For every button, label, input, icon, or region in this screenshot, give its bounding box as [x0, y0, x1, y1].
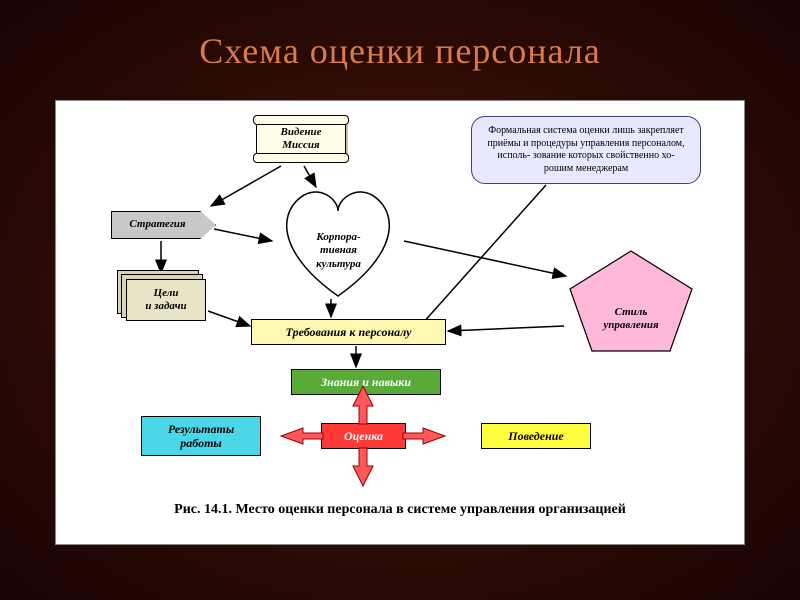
culture-label: Корпора- тивная культура	[316, 211, 361, 271]
style-label: Стиль управления	[603, 271, 658, 332]
node-vision: Видение Миссия	[256, 119, 346, 159]
info-label: Формальная система оценки лишь закрепляе…	[482, 125, 690, 175]
diagram-inner: Видение Миссия Стратегия Цели и задачи К…	[56, 101, 744, 544]
node-reqs: Требования к персоналу	[251, 319, 446, 345]
node-goals: Цели и задачи	[126, 279, 206, 321]
diagram-container: Видение Миссия Стратегия Цели и задачи К…	[55, 100, 745, 545]
node-culture: Корпора- тивная культура	[271, 181, 406, 301]
node-info: Формальная система оценки лишь закрепляе…	[471, 116, 701, 184]
node-behavior: Поведение	[481, 423, 591, 449]
node-style: Стиль управления	[566, 249, 696, 354]
results-label: Результаты работы	[168, 422, 234, 451]
node-strategy: Стратегия	[111, 211, 216, 239]
goals-label: Цели и задачи	[145, 287, 186, 313]
caption-text: Рис. 14.1. Место оценки персонала в сист…	[174, 502, 626, 517]
node-results: Результаты работы	[141, 416, 261, 456]
strategy-label: Стратегия	[129, 218, 185, 231]
diagram-caption: Рис. 14.1. Место оценки персонала в сист…	[56, 501, 744, 519]
slide-title: Схема оценки персонала	[0, 0, 800, 72]
behavior-label: Поведение	[508, 429, 564, 443]
vision-label: Видение Миссия	[281, 126, 322, 152]
reqs-label: Требования к персоналу	[286, 325, 412, 339]
cross-arrow-icon	[273, 376, 453, 496]
